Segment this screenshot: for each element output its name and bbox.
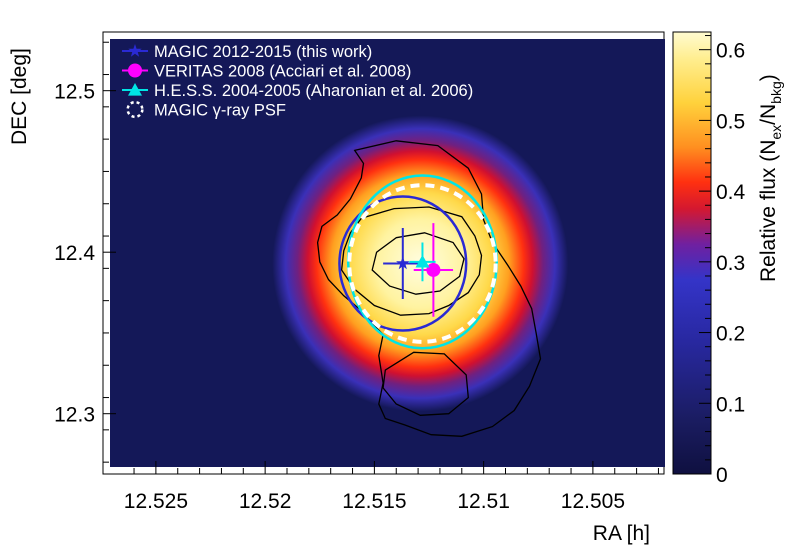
cb-tick-label-6: 0.6 <box>716 40 745 63</box>
y-tick-label-2: 12.5 <box>54 81 95 104</box>
legend: MAGIC 2012-2015 (this work) VERITAS 2008 … <box>122 43 473 120</box>
legend-marker-3 <box>126 100 144 119</box>
x-tick-label-1: 12.52 <box>239 490 292 513</box>
legend-label-2: H.E.S.S. 2004-2005 (Aharonian et al. 200… <box>154 82 473 100</box>
colorbar-axis: 0 0.1 0.2 0.3 0.4 0.5 0.6 <box>699 35 746 487</box>
y-tick-label-0: 12.3 <box>54 404 95 427</box>
legend-label-3: MAGIC γ-ray PSF <box>154 102 286 120</box>
legend-marker-0 <box>128 44 142 57</box>
data-markers <box>338 174 499 350</box>
axes: 12.525 12.52 12.515 12.51 12.505 12.3 12.4 12.5 <box>54 41 659 513</box>
inner-contour-3 <box>382 351 469 416</box>
cb-tick-label-3: 0.3 <box>716 252 745 275</box>
marker-series-0 <box>396 256 410 270</box>
y-tick-label-1: 12.4 <box>54 242 95 265</box>
cb-tick-label-1: 0.1 <box>716 393 745 416</box>
ellipse-series-0 <box>338 195 468 332</box>
outer-contour <box>316 140 542 437</box>
y-axis-title: DEC [deg] <box>8 48 31 145</box>
colorbar-title: Relative flux (Nex/Nbkg) <box>757 74 784 282</box>
x-tick-label-3: 12.51 <box>457 490 510 513</box>
cb-title-sub2: bkg <box>768 81 784 104</box>
x-axis-title: RA [h] <box>593 522 650 545</box>
colorbar <box>672 31 712 475</box>
legend-label-0: MAGIC 2012-2015 (this work) <box>154 43 372 61</box>
cb-title-end: ) <box>757 74 780 81</box>
legend-marker-1 <box>128 63 142 78</box>
cb-title-mid: /N <box>757 104 780 125</box>
x-tick-label-4: 12.505 <box>561 490 625 513</box>
cb-tick-label-2: 0.2 <box>716 323 745 346</box>
x-tick-label-2: 12.515 <box>342 490 406 513</box>
cb-tick-label-4: 0.4 <box>716 181 746 204</box>
ellipse-series-3 <box>347 183 498 344</box>
inner-contour-2 <box>371 232 465 295</box>
x-tick-label-0: 12.525 <box>124 490 188 513</box>
legend-marker-2 <box>128 83 142 96</box>
cb-tick-label-5: 0.5 <box>716 110 745 133</box>
marker-series-1 <box>426 262 441 277</box>
marker-series-2 <box>415 254 430 268</box>
cb-title-base: Relative flux (N <box>757 140 780 282</box>
cb-tick-label-0: 0 <box>716 464 728 487</box>
cb-title-sub1: ex <box>768 125 784 140</box>
legend-label-1: VERITAS 2008 (Acciari et al. 2008) <box>154 63 411 81</box>
contour-lines <box>316 140 542 437</box>
inner-contour-1 <box>340 206 483 316</box>
